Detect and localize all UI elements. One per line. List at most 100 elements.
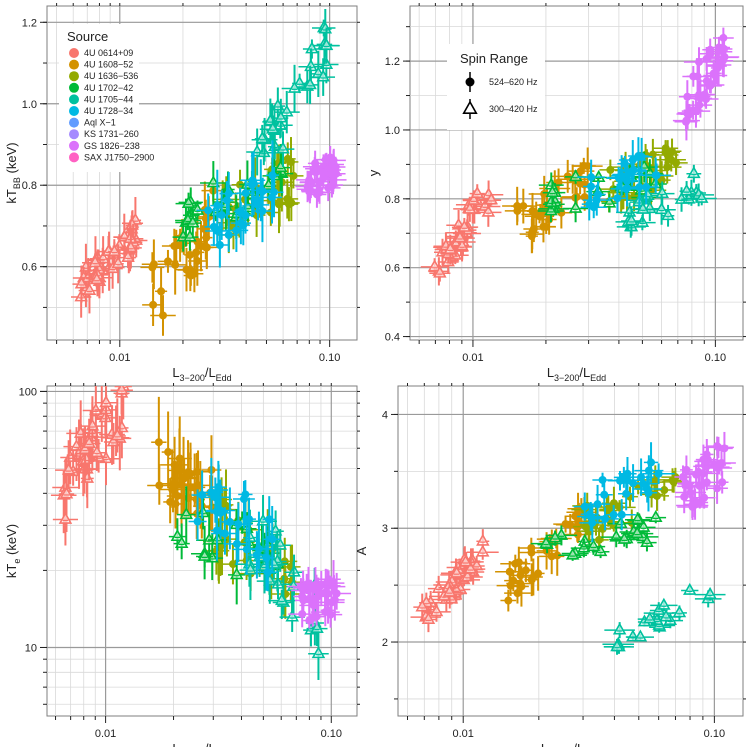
data-point-circle [617,510,626,519]
source-legend-item: 4U 1636−536 [69,71,138,82]
data-point-circle [258,187,267,196]
source-legend-label: 4U 1636−536 [84,71,138,81]
y-tick-label: 4 [382,409,388,421]
data-point-circle [213,201,222,210]
spin-legend-label: 300–420 Hz [489,104,538,114]
source-legend-swatch [69,106,79,116]
y-axis-title-main: kT [4,564,19,579]
data-point-circle [155,481,164,490]
data-point-circle [242,545,251,554]
data-point-circle [587,173,596,182]
source-legend-swatch [69,82,79,93]
data-point-circle [319,174,328,183]
y-axis-title: A [354,546,369,555]
data-point-circle [275,198,284,207]
data-point-circle [519,202,528,211]
data-point-circle [635,183,644,192]
data-point-circle [263,568,272,577]
y-tick-label: 0.6 [385,263,400,275]
data-point-circle [321,155,330,164]
y-tick-label: 0.6 [22,262,37,274]
data-point-circle [623,183,632,192]
data-point-circle [697,481,706,490]
data-point-circle [220,529,229,538]
source-legend-item: 4U 1728−34 [69,106,133,116]
data-point-circle [332,169,341,178]
data-point-circle [329,582,338,591]
data-point-circle [589,203,598,212]
source-legend-label: Aql X−1 [84,118,116,128]
data-point-circle [614,173,623,182]
plot-area [397,385,744,717]
x-tick-label: 0.01 [109,352,130,364]
data-point-circle [688,501,697,510]
x-tick-label: 0.10 [321,728,342,740]
data-point-circle [652,171,661,180]
data-point-circle [258,207,267,216]
y-tick-label: 1.0 [385,125,400,137]
source-legend-item: 4U 1608−52 [69,59,133,70]
data-point-circle [644,488,653,497]
data-point-circle [164,448,173,457]
data-point-circle [157,287,166,296]
data-point-circle [576,167,585,176]
data-point-circle [268,193,277,202]
source-legend-item: Aql X−1 [69,117,116,128]
x-axis-title-main: L [172,365,179,380]
x-axis-title-main: L [172,741,179,747]
data-point-circle [327,598,336,607]
source-legend-swatch [69,140,79,151]
data-point-circle [505,567,514,576]
data-point-circle [148,263,157,272]
data-point-circle [517,582,526,591]
source-legend-label: 4U 1608−52 [84,60,133,70]
y-tick-label: 0.8 [22,180,37,192]
data-point-circle [613,194,622,203]
y-axis-title-main: y [366,169,381,176]
x-axis-title-sub1: 3−200 [554,373,579,383]
chart-panel-A: 0.01 0.10 2 3 4 L3−200/LEdd A [354,383,746,747]
data-point-circle [224,230,233,239]
data-point-circle [700,90,709,99]
data-point-circle [252,195,261,204]
data-point-circle [513,206,522,215]
x-axis-title-mid: /L [205,741,216,747]
data-point-circle [154,438,163,447]
data-point-circle [637,473,646,482]
data-point-circle [598,475,607,484]
chart-panel-y: 0.01 0.10 0.4 0.6 0.8 1.0 1.2 L3−200/LEdd y [366,3,746,383]
source-legend-swatch [69,59,79,70]
source-legend-label: 4U 1702−42 [84,83,133,93]
x-axis-title-main: L [541,741,548,747]
source-legend-swatch [69,94,79,105]
data-point-circle [527,548,536,557]
data-point-circle [521,566,530,575]
data-point-circle [232,226,241,235]
x-axis-title-sub2: Edd [216,373,232,383]
spin-legend-label: 524–620 Hz [489,77,538,87]
source-legend-label: 4U 0614+09 [84,48,133,58]
data-point-circle [600,490,609,499]
data-point-circle [163,257,172,266]
x-tick-label: 0.01 [453,728,474,740]
source-legend-swatch [69,71,79,82]
source-legend-item: 4U 1705−44 [69,94,133,105]
data-point-circle [193,517,202,526]
data-point-circle [718,478,727,487]
spin-legend-item: 524–620 Hz [465,72,538,92]
data-point-circle [287,157,296,166]
x-tick-label: 0.01 [462,352,483,364]
data-point-circle [212,526,221,535]
y-tick-label: 100 [19,386,37,398]
data-point-circle [683,109,692,118]
data-point-circle [539,222,548,231]
data-point-circle [323,577,332,586]
data-point-circle [225,517,234,526]
data-point-circle [232,539,241,548]
data-point-circle [581,522,590,531]
spin-legend: Spin Range 524–620 Hz 300–420 Hz [447,44,545,130]
source-legend-item: 4U 1702−42 [69,82,133,93]
y-tick-label: 10 [25,642,37,654]
